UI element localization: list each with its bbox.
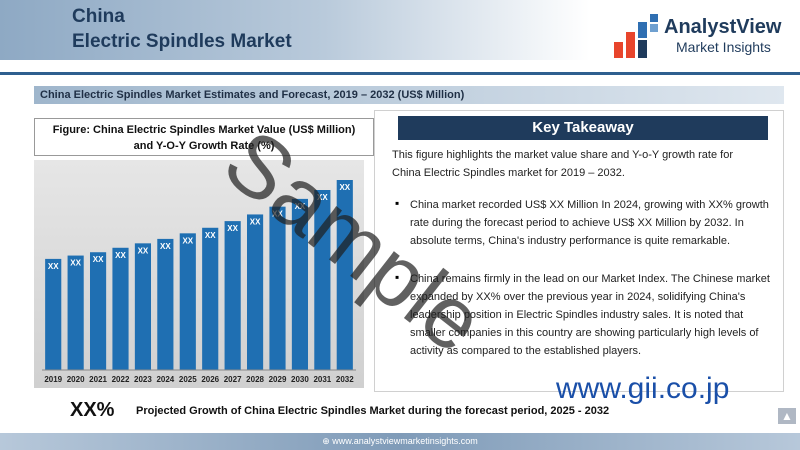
bar-2029 (269, 206, 286, 370)
bar-2023 (134, 243, 152, 370)
globe-icon: ⊕ (322, 436, 330, 446)
takeaway-box (374, 110, 784, 392)
bar-2021 (89, 252, 107, 370)
bar-data-label: XX (205, 231, 216, 240)
bar-data-label: XX (227, 224, 238, 233)
bar-chart: XX 2019 XX 2020 XX 2021 XX 2022 XX 2023 XX 2024 XX 20… (42, 180, 356, 384)
bar-2030 (291, 198, 309, 370)
bullet-icon: ▪ (395, 196, 400, 210)
bar-data-label: XX (115, 251, 126, 260)
bar-data-label: XX (138, 246, 149, 255)
bar-2026 (202, 227, 219, 370)
bar-data-label: XX (317, 193, 328, 202)
bar-data-label: XX (160, 242, 171, 251)
x-tick-label: 2030 (291, 375, 309, 384)
bar-data-label: XX (250, 217, 261, 226)
bar-data-label: XX (295, 202, 306, 211)
x-tick-label: 2024 (156, 375, 174, 384)
bar-2020 (67, 255, 84, 370)
scroll-up-icon[interactable]: ▲ (778, 408, 796, 424)
takeaway-bullet-2: China remains firmly in the lead on our … (410, 273, 770, 357)
bar-2032 (336, 180, 353, 370)
takeaway-intro: This figure highlights the market value … (392, 149, 733, 179)
chart-section-subtitle: China Electric Spindles Market Estimates… (34, 86, 784, 104)
x-tick-label: 2021 (89, 375, 107, 384)
header-divider (0, 72, 800, 75)
chart-panel (34, 160, 364, 388)
logo-tagline: Market Insights (676, 39, 771, 55)
bar-2027 (224, 221, 241, 370)
bar-data-label: XX (70, 259, 81, 268)
x-tick-label: 2028 (246, 375, 264, 384)
analystview-logo-icon (614, 14, 658, 58)
bar-2031 (314, 190, 331, 370)
gii-watermark: www.gii.co.jp (556, 372, 730, 405)
figure-title-line1: Figure: China Electric Spindles Market V… (52, 124, 356, 136)
x-tick-label: 2025 (179, 375, 197, 384)
growth-description: Projected Growth of China Electric Spind… (136, 405, 610, 417)
x-tick-label: 2023 (134, 375, 152, 384)
bar-data-label: XX (48, 262, 59, 271)
figure-title-line2: and Y-O-Y Growth Rate (%) (133, 140, 275, 152)
takeaway-bullet-1: China market recorded US$ XX Million In … (410, 199, 769, 247)
page-title-line2: Electric Spindles Market (72, 31, 292, 52)
bar-2024 (157, 238, 174, 370)
logo-name: AnalystView (664, 16, 782, 38)
bar-data-label: XX (272, 210, 283, 219)
bar-2022 (112, 247, 129, 370)
bar-data-label: XX (339, 183, 350, 192)
takeaway-header: Key Takeaway (398, 116, 768, 140)
x-tick-label: 2019 (44, 375, 62, 384)
bar-2019 (45, 258, 62, 370)
bar-2028 (246, 214, 264, 370)
page-title-line1: China (72, 6, 125, 27)
bullet-icon: ▪ (395, 270, 400, 284)
x-tick-label: 2032 (336, 375, 354, 384)
x-tick-label: 2020 (67, 375, 85, 384)
bar-data-label: XX (93, 255, 104, 264)
growth-value: XX% (70, 399, 115, 421)
bar-2025 (179, 233, 196, 370)
figure-title-box: Figure: China Electric Spindles Market V… (34, 118, 374, 156)
bottom-bar: ⊕ www.analystviewmarketinsights.com (0, 433, 800, 450)
bar-data-label: XX (182, 236, 193, 245)
x-tick-label: 2029 (269, 375, 287, 384)
website-link[interactable]: www.analystviewmarketinsights.com (332, 436, 478, 446)
x-tick-label: 2031 (313, 375, 331, 384)
header-band (0, 0, 590, 60)
x-tick-label: 2027 (224, 375, 242, 384)
x-tick-label: 2022 (112, 375, 130, 384)
x-tick-label: 2026 (201, 375, 219, 384)
